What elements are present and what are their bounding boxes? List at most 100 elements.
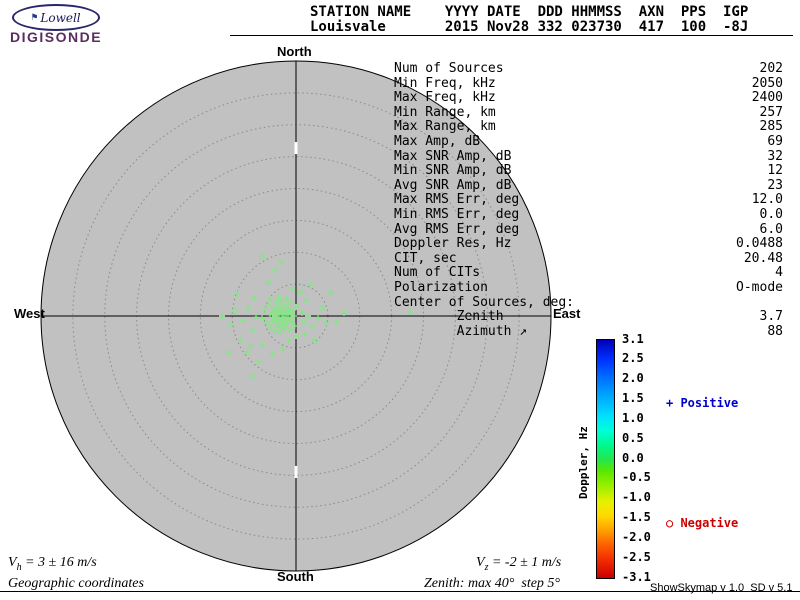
stat-row: Max Amp, dB 69 bbox=[394, 133, 783, 150]
colorbar-tick-label: 1.0 bbox=[622, 410, 644, 425]
stat-row: Doppler Res, Hz 0.0488 bbox=[394, 237, 783, 252]
header-divider bbox=[230, 35, 793, 36]
stat-label: Num of Sources bbox=[394, 61, 504, 76]
label-west: West bbox=[14, 306, 45, 321]
stat-value: 32 bbox=[767, 148, 783, 164]
colorbar bbox=[596, 339, 615, 579]
stat-value: 2050 bbox=[751, 75, 783, 91]
stat-row: Polarization O-mode bbox=[394, 279, 783, 296]
vz-sub: z bbox=[484, 561, 489, 573]
stat-label: Avg SNR Amp, dB bbox=[394, 177, 512, 193]
stat-row: Zenith 3.7 bbox=[394, 309, 783, 325]
negative-marker-icon: ○ bbox=[666, 516, 674, 530]
stat-value: 3.7 bbox=[759, 309, 783, 325]
stat-row: Min Range, km 257 bbox=[394, 104, 783, 121]
stat-row: Min RMS Err, deg 0.0 bbox=[394, 206, 783, 223]
stat-label: Max Range, km bbox=[394, 119, 496, 135]
stat-label: Min Range, km bbox=[394, 104, 496, 120]
stat-row: Max Range, km 285 bbox=[394, 120, 783, 135]
colorbar-tick-label: 0.5 bbox=[622, 430, 644, 445]
colorbar-tick-label: -2.0 bbox=[622, 529, 651, 544]
stat-value: 12.0 bbox=[751, 192, 783, 208]
stat-label: Center of Sources, deg: bbox=[394, 294, 575, 310]
colorbar-tick-label: -0.5 bbox=[622, 470, 651, 485]
legend-positive-label: Positive bbox=[673, 396, 739, 410]
stat-row: Num of CITs 4 bbox=[394, 266, 783, 281]
stat-row: Num of Sources 202 bbox=[394, 61, 783, 77]
stat-row: Center of Sources, deg: bbox=[394, 294, 783, 311]
coordinates-label: Geographic coordinates bbox=[8, 576, 144, 591]
skymap-svg bbox=[40, 60, 552, 572]
stats-panel: Num of Sources 202 Min Freq, kHz 2050 Max Fr… bbox=[394, 61, 783, 340]
stat-label: Min SNR Amp, dB bbox=[394, 163, 512, 179]
legend-negative-label: Negative bbox=[673, 516, 739, 530]
header-columns-row: STATION NAME YYYY DATE DDD HHMMSS AXN PP… bbox=[310, 4, 749, 20]
stat-value: 2400 bbox=[751, 90, 783, 106]
skymap-plot bbox=[38, 58, 554, 574]
stat-row: Max RMS Err, deg 12.0 bbox=[394, 193, 783, 208]
stat-label: CIT, sec bbox=[394, 250, 457, 266]
colorbar-tick-label: -1.0 bbox=[622, 490, 651, 505]
stat-label: Avg RMS Err, deg bbox=[394, 221, 520, 237]
colorbar-tick-label: 1.5 bbox=[622, 391, 644, 405]
stat-label: Max Freq, kHz bbox=[394, 90, 496, 106]
stat-row: Max SNR Amp, dB 32 bbox=[394, 148, 783, 165]
zenith-range-label: Zenith: max 40° step 5° bbox=[424, 576, 561, 591]
stat-row: Min SNR Amp, dB 12 bbox=[394, 164, 783, 179]
stat-label: Min Freq, kHz bbox=[394, 75, 496, 91]
stat-label: Polarization bbox=[394, 279, 488, 295]
stat-value: 12 bbox=[767, 163, 783, 179]
lowell-brand-text: Lowell bbox=[40, 10, 81, 25]
colorbar-title: Doppler, Hz bbox=[577, 426, 590, 500]
stat-label: Max Amp, dB bbox=[394, 133, 481, 149]
flag-icon: ⚑ bbox=[31, 11, 38, 23]
stat-value: 23 bbox=[767, 177, 783, 193]
stat-label: Zenith bbox=[394, 309, 504, 325]
vz-value: = -2 ± 1 m/s bbox=[488, 555, 562, 570]
stat-value: 0.0488 bbox=[736, 236, 783, 252]
legend-positive: + Positive bbox=[666, 396, 738, 410]
colorbar-tick-label: 2.0 bbox=[622, 371, 644, 386]
header-values-row: Louisvale 2015 Nov28 332 023730 417 100 … bbox=[310, 19, 749, 35]
stat-value: O-mode bbox=[736, 279, 783, 295]
stat-row: Min Freq, kHz 2050 bbox=[394, 75, 783, 92]
label-south: South bbox=[277, 569, 314, 584]
lowell-logo: ⚑ Lowell bbox=[12, 4, 100, 31]
stat-row: Azimuth ↗ 88 bbox=[394, 323, 783, 340]
vz-symbol: V bbox=[476, 555, 485, 570]
stat-value: 20.48 bbox=[743, 250, 783, 266]
label-east: East bbox=[553, 306, 581, 321]
stat-row: CIT, sec 20.48 bbox=[394, 250, 783, 267]
positive-marker-icon: + bbox=[666, 396, 674, 410]
stat-label: Doppler Res, Hz bbox=[394, 236, 512, 252]
stat-value: 0.0 bbox=[759, 206, 783, 222]
digisonde-wordmark: DIGISONDE bbox=[10, 29, 103, 45]
vh-symbol: V bbox=[8, 555, 17, 570]
stat-label: Azimuth ↗ bbox=[394, 323, 528, 339]
stat-row: Avg SNR Amp, dB 23 bbox=[394, 177, 783, 194]
vz-velocity: Vz = -2 ± 1 m/s bbox=[476, 555, 561, 573]
colorbar-tick-label: -1.5 bbox=[622, 510, 651, 524]
stat-value: 6.0 bbox=[759, 221, 783, 237]
vh-sub: h bbox=[16, 561, 22, 573]
legend-negative: ○ Negative bbox=[666, 516, 738, 530]
stat-value: 88 bbox=[767, 323, 783, 339]
colorbar-tick-label: -3.1 bbox=[622, 569, 651, 584]
stat-value: 257 bbox=[759, 104, 783, 120]
vh-value: = 3 ± 16 m/s bbox=[21, 555, 97, 570]
stat-value: 4 bbox=[775, 265, 783, 281]
stat-value: 202 bbox=[759, 61, 783, 76]
colorbar-tick-label: -2.5 bbox=[622, 549, 651, 564]
stat-value: 69 bbox=[767, 133, 783, 149]
colorbar-tick-label: 2.5 bbox=[622, 351, 644, 366]
stat-label: Num of CITs bbox=[394, 265, 481, 281]
colorbar-tick-labels: 3.1 2.5 2.0 1.5 1.0 0.5 0.0 -0.5 -1.0 -1.5 -2.0 -2.… bbox=[622, 332, 664, 583]
colorbar-tick-label: 3.1 bbox=[622, 331, 644, 346]
stat-row: Max Freq, kHz 2400 bbox=[394, 91, 783, 106]
stat-label: Max RMS Err, deg bbox=[394, 192, 520, 208]
version-label: ShowSkymap v 1.0 SD v 5.1 bbox=[650, 582, 793, 594]
stat-row: Avg RMS Err, deg 6.0 bbox=[394, 221, 783, 238]
colorbar-tick-label: 0.0 bbox=[622, 450, 644, 465]
label-north: North bbox=[277, 44, 312, 59]
bottom-divider bbox=[0, 591, 800, 592]
